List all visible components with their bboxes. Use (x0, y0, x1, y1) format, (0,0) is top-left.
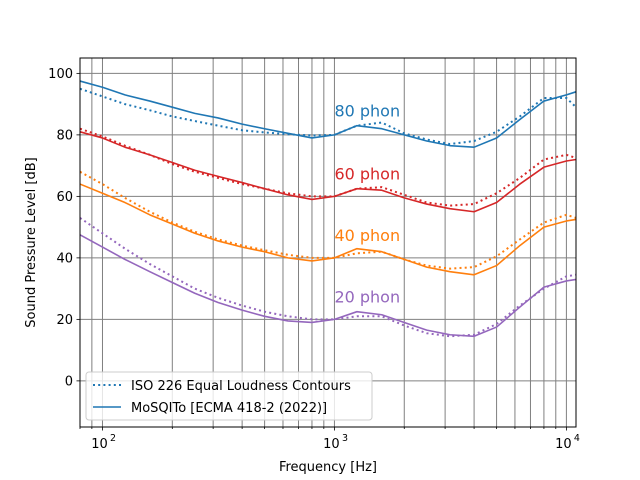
y-tick-label: 40 (56, 251, 73, 266)
x-axis-label: Frequency [Hz] (279, 460, 377, 475)
y-tick-label: 20 (56, 313, 73, 328)
legend-label-mosqito: MoSQITo [ECMA 418-2 (2022)] (131, 401, 327, 416)
mosqito-60-phon-line (79, 131, 577, 213)
iso226-40-phon-line (79, 170, 577, 270)
curve-label-80-phon: 80 phon (334, 101, 400, 120)
mosqito-40-phon-line (79, 183, 577, 276)
iso226-60-phon-line (79, 127, 577, 207)
y-tick-label: 100 (48, 67, 73, 82)
y-tick-label: 80 (56, 128, 73, 143)
plot-frame (79, 57, 577, 428)
legend-label-iso226: ISO 226 Equal Loudness Contours (131, 379, 351, 394)
x-tick-label: 10 (91, 437, 108, 452)
y-tick-label: 0 (65, 374, 73, 389)
x-tick-exponent: 3 (342, 433, 348, 444)
iso226-20-phon-line (79, 217, 577, 338)
curve-label-40-phon: 40 phon (334, 226, 400, 245)
y-tick-label: 60 (56, 190, 73, 205)
legend: ISO 226 Equal Loudness Contours MoSQITo … (85, 371, 373, 421)
x-tick-exponent: 4 (574, 433, 580, 444)
curve-label-20-phon: 20 phon (334, 287, 400, 306)
mosqito-80-phon-line (79, 80, 577, 148)
curve-labels: 80 phon 60 phon 40 phon 20 phon (334, 101, 400, 306)
grid-lines (79, 58, 576, 427)
legend-box (85, 371, 373, 421)
mosqito-20-phon-line (79, 234, 577, 338)
series-lines (79, 80, 577, 338)
x-tick-label: 10 (323, 437, 340, 452)
x-tick-label: 10 (555, 437, 572, 452)
y-axis-label: Sound Pressure Level [dB] (24, 157, 39, 327)
curve-label-60-phon: 60 phon (334, 164, 400, 183)
x-tick-exponent: 2 (110, 433, 116, 444)
